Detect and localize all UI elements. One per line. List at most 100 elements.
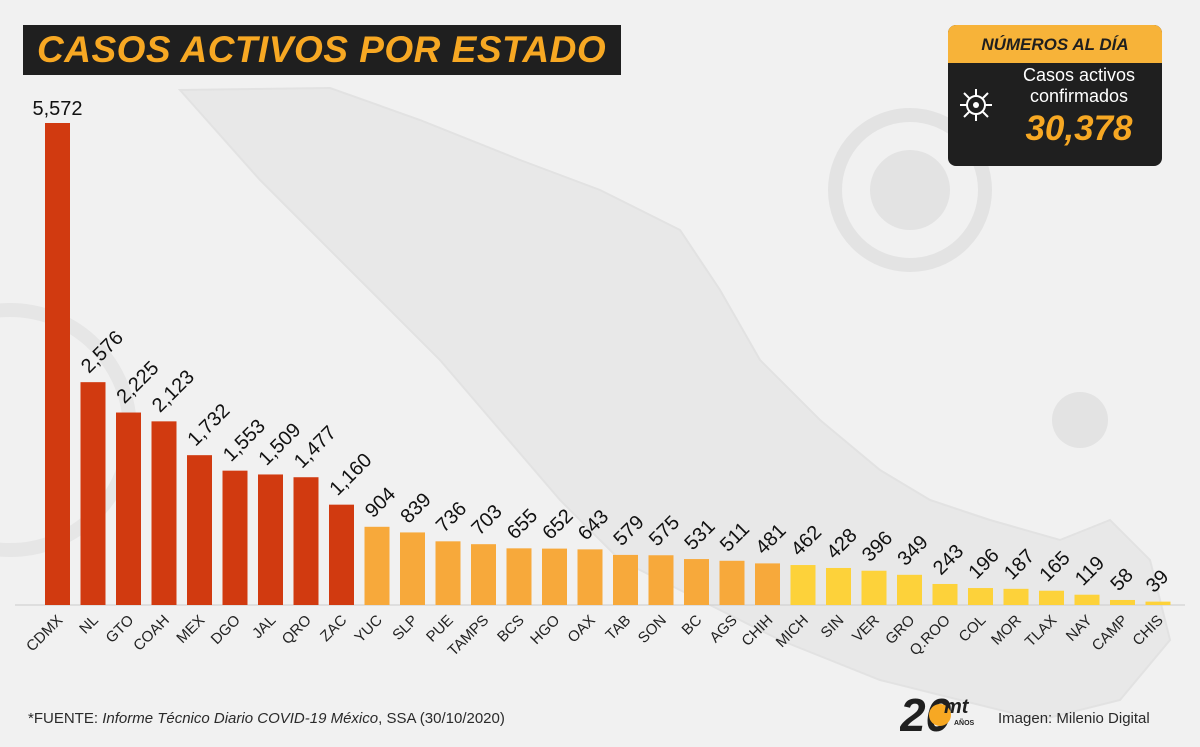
bar-value-label: 839 bbox=[396, 489, 435, 528]
bar-nay bbox=[1074, 594, 1100, 605]
logo-ring bbox=[929, 704, 951, 726]
bar-tlax bbox=[1039, 590, 1064, 605]
image-credit: Imagen: Milenio Digital bbox=[998, 710, 1150, 727]
bar-value-label: 187 bbox=[1000, 545, 1039, 584]
virus-decoration-large-core bbox=[870, 150, 950, 230]
bar-value-label: 511 bbox=[716, 518, 754, 556]
category-label: BC bbox=[679, 612, 706, 639]
virus-decoration-large bbox=[828, 108, 992, 272]
bar-qro bbox=[293, 477, 319, 605]
bar-pue bbox=[435, 541, 461, 605]
bar-qroo bbox=[932, 583, 958, 605]
category-label: YUC bbox=[351, 612, 386, 647]
category-label: SIN bbox=[818, 612, 848, 642]
footnote-source: Informe Técnico Diario COVID-19 México bbox=[102, 710, 379, 727]
bar-mex bbox=[187, 455, 212, 605]
bar-nl bbox=[80, 382, 106, 605]
category-label: BCS bbox=[494, 612, 528, 646]
footnote-suffix: , SSA (30/10/2020) bbox=[378, 710, 505, 727]
bar-value-label: 5,572 bbox=[32, 98, 82, 120]
bar-value-label: 119 bbox=[1071, 552, 1109, 590]
category-label: CDMX bbox=[23, 612, 66, 655]
bar-value-label: 196 bbox=[964, 544, 1003, 583]
bar-oax bbox=[577, 549, 603, 605]
source-footnote: *FUENTE: Informe Técnico Diario COVID-19… bbox=[28, 710, 505, 727]
bar-son bbox=[648, 555, 674, 605]
bar-gto bbox=[116, 412, 141, 605]
bar-value-label: 462 bbox=[787, 521, 826, 560]
stats-card-label: Casos activos confirmados bbox=[1022, 65, 1136, 106]
category-label: JAL bbox=[249, 612, 279, 642]
bar-value-label: 396 bbox=[858, 527, 897, 566]
category-label: DGO bbox=[208, 612, 244, 648]
bar-value-label: 2,576 bbox=[77, 327, 128, 378]
virus-decoration-small bbox=[1052, 392, 1108, 448]
title-banner: CASOS ACTIVOS POR ESTADO bbox=[23, 25, 621, 75]
bar-value-label: 655 bbox=[503, 505, 542, 544]
category-label: COL bbox=[955, 612, 989, 646]
bar-chis bbox=[1145, 601, 1171, 605]
bar-value-label: 243 bbox=[929, 540, 968, 579]
bar-value-label: 58 bbox=[1106, 564, 1137, 595]
virus-icon bbox=[960, 89, 992, 121]
category-label: SLP bbox=[389, 612, 421, 644]
bar-slp bbox=[400, 532, 425, 605]
bar-bc bbox=[684, 559, 709, 605]
bar-hgo bbox=[542, 548, 567, 605]
category-label: CHIH bbox=[738, 612, 776, 650]
bar-coah bbox=[151, 421, 177, 605]
bar-jal bbox=[258, 474, 283, 605]
bar-ver bbox=[861, 570, 887, 605]
category-label: HGO bbox=[527, 612, 563, 648]
bar-mich bbox=[790, 565, 816, 605]
bar-value-label: 652 bbox=[538, 505, 577, 544]
bar-value-label: 703 bbox=[467, 501, 506, 540]
category-label: VER bbox=[849, 612, 883, 646]
bar-cdmx bbox=[45, 123, 70, 605]
bar-value-label: 39 bbox=[1142, 566, 1173, 597]
page-title: CASOS ACTIVOS POR ESTADO bbox=[37, 29, 607, 70]
bar-value-label: 481 bbox=[751, 520, 790, 559]
bar-ags bbox=[719, 560, 745, 605]
bar-value-label: 1,160 bbox=[325, 449, 376, 500]
category-label: SON bbox=[635, 612, 670, 647]
bar-tamps bbox=[471, 544, 496, 605]
category-label: OAX bbox=[564, 612, 598, 646]
category-label: COAH bbox=[130, 612, 173, 655]
category-label: TAB bbox=[602, 612, 634, 644]
stats-card-value: 30,378 bbox=[1025, 109, 1133, 148]
category-label: MOR bbox=[988, 612, 1025, 649]
bar-bcs bbox=[506, 548, 532, 605]
category-label: Q.ROO bbox=[906, 612, 953, 659]
category-label: CHIS bbox=[1129, 612, 1166, 649]
bar-value-label: 575 bbox=[645, 512, 684, 551]
bar-camp bbox=[1110, 599, 1135, 605]
mexico-map-silhouette bbox=[177, 86, 1172, 722]
stats-card-header: NÚMEROS AL DÍA bbox=[948, 25, 1162, 63]
category-label: QRO bbox=[279, 612, 315, 648]
bar-value-label: 736 bbox=[432, 498, 471, 537]
bar-zac bbox=[329, 504, 354, 605]
category-label: NL bbox=[76, 612, 102, 638]
footnote-prefix: *FUENTE: bbox=[28, 710, 103, 727]
bar-value-label: 428 bbox=[822, 524, 861, 563]
bar-chart: 5,572CDMX2,576NL2,225GTO2,123COAH1,732ME… bbox=[15, 98, 1185, 660]
category-label: ZAC bbox=[317, 612, 350, 645]
bar-dgo bbox=[222, 470, 248, 605]
bar-value-label: 531 bbox=[680, 515, 719, 554]
category-label: AGS bbox=[706, 612, 740, 646]
logo-letters: mt bbox=[944, 696, 970, 718]
bar-value-label: 643 bbox=[574, 506, 613, 545]
logo-small-text: AÑOS bbox=[954, 718, 975, 727]
category-label: TLAX bbox=[1022, 612, 1061, 651]
bar-value-label: 904 bbox=[361, 483, 400, 522]
bar-col bbox=[968, 588, 993, 605]
category-label: MICH bbox=[773, 612, 812, 651]
category-label: CAMP bbox=[1089, 612, 1132, 655]
bar-value-label: 349 bbox=[893, 531, 932, 570]
bar-gro bbox=[897, 574, 922, 605]
bar-value-label: 165 bbox=[1035, 547, 1074, 586]
milenio-20-logo: 20 mt AÑOS bbox=[900, 689, 975, 737]
bar-chih bbox=[755, 563, 780, 605]
